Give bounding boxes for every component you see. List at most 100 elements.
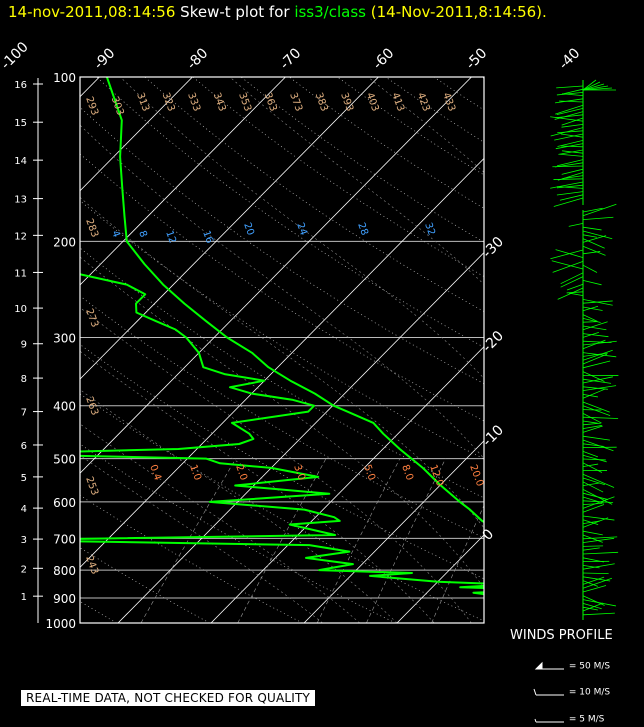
dry-adiabat [80, 200, 484, 460]
isotherm-top-label: -50 [463, 45, 490, 72]
wind-barb [582, 473, 615, 488]
wind-barb [582, 371, 605, 382]
wind-barb [582, 230, 613, 240]
wind-barb [582, 551, 619, 555]
wind-barb [582, 502, 603, 505]
wind-barb [559, 194, 584, 201]
isotherm-top-label: -100 [0, 39, 32, 73]
wind-barb [582, 565, 600, 569]
isotherm-line [80, 77, 193, 192]
wind-barb [582, 216, 614, 220]
wind-barb [566, 291, 584, 294]
wind-barb [550, 249, 584, 260]
height-tick-label: 15 [14, 118, 27, 129]
mixing-ratio-label: 1.0 [187, 463, 203, 482]
wind-barb [550, 181, 584, 189]
moist-adiabat [80, 350, 435, 623]
dry-adiabat [80, 344, 484, 580]
wind-barb [582, 378, 612, 384]
wind-barb [582, 349, 613, 361]
wind-barb [557, 159, 584, 167]
barb-5-icon [534, 718, 564, 723]
height-tick-label: 3 [21, 535, 27, 546]
wind-barb [559, 153, 584, 157]
wind-barb [582, 504, 605, 513]
wind-barb [551, 260, 584, 270]
wind-barb [582, 458, 606, 461]
isotherm-line [396, 534, 484, 623]
mixing-ratio-line [366, 458, 446, 623]
height-tick-label: 16 [14, 80, 27, 91]
wind-barb [582, 612, 615, 616]
wind-barb [554, 98, 584, 104]
dry-adiabat-label: 383 [313, 91, 330, 113]
mixing-ratio-line [316, 458, 401, 623]
wind-barb [582, 413, 602, 424]
wind-barb [582, 451, 599, 458]
dry-adiabat [80, 494, 303, 623]
wind-barb [582, 580, 598, 587]
mixing-ratio-line [140, 458, 237, 623]
dry-adiabat [530, 77, 644, 623]
wind-legend-50-label: = 50 M/S [568, 661, 611, 672]
wind-barb [582, 79, 597, 91]
dry-adiabat [289, 77, 484, 209]
dry-adiabat [144, 77, 484, 312]
wind-barb [561, 88, 584, 95]
wind-barb [582, 234, 598, 238]
dry-adiabat-label: 343 [211, 91, 228, 113]
wind-barb [582, 376, 613, 384]
dry-adiabat [385, 77, 484, 143]
wind-barb [582, 416, 619, 419]
isotherm-top-label: -80 [184, 45, 211, 72]
title-text: Skew-t plot for [180, 3, 290, 21]
wind-barb [582, 245, 606, 256]
wind-barb [582, 305, 599, 312]
wind-barb [582, 251, 601, 255]
moist-adiabat [80, 423, 360, 623]
wind-barb [582, 325, 607, 331]
wind-barb [561, 117, 584, 126]
dry-adiabat-label: 333 [185, 91, 202, 113]
dry-adiabat-label: 313 [134, 91, 151, 113]
dry-adiabat [192, 77, 484, 277]
wind-barb [582, 500, 614, 503]
wind-barb [582, 537, 615, 543]
wind-barb [582, 422, 602, 426]
moist-adiabat-label: 4 [109, 229, 122, 239]
height-tick-label: 8 [21, 374, 27, 385]
mixing-ratio-line [552, 459, 617, 623]
dry-adiabat-label: 293 [83, 95, 100, 117]
wind-barb [582, 463, 599, 467]
barb-50-icon [534, 661, 564, 670]
wind-barb [556, 85, 584, 89]
moist-adiabat [367, 77, 484, 173]
isotherm-line [80, 77, 379, 380]
mixing-ratio-line [627, 459, 644, 623]
pressure-tick-label: 100 [53, 71, 76, 85]
height-tick-label: 5 [21, 473, 27, 484]
plot-area [80, 77, 644, 623]
height-tick-label: 10 [14, 304, 27, 315]
wind-barb [552, 261, 584, 273]
wind-barb [556, 92, 584, 96]
mixing-ratio-label: 3.0 [291, 463, 307, 482]
wind-barb [582, 602, 604, 612]
isotherm-top-label: -60 [370, 45, 397, 72]
pressure-tick-label: 900 [53, 592, 76, 606]
title-station: iss3/class [294, 3, 366, 21]
wind-barb [555, 249, 584, 258]
wind-barb [582, 306, 603, 311]
dry-adiabat-label: 393 [338, 91, 355, 113]
wind-barb [582, 81, 601, 91]
isotherm-line [117, 251, 484, 623]
wind-barb [582, 386, 608, 390]
isotherm-right-label: 0 [480, 526, 498, 544]
wind-barb [557, 140, 584, 147]
wind-barb [582, 235, 607, 243]
isotherm-top-label: -90 [91, 45, 118, 72]
wind-barb [556, 108, 584, 116]
wind-barb [582, 203, 617, 217]
height-tick-label: 9 [21, 340, 27, 351]
